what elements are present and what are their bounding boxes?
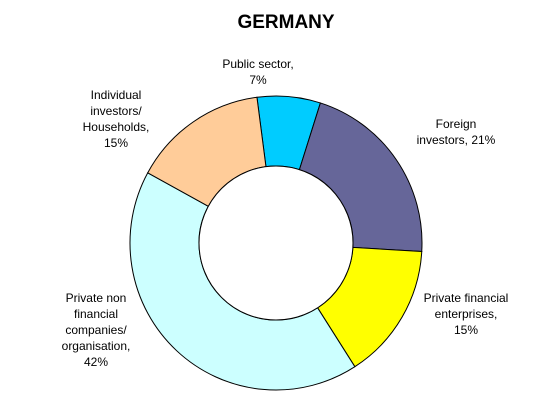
slice-label-4-line-2: Households, bbox=[83, 120, 150, 134]
slice-label-4-line-0: Individual bbox=[91, 88, 142, 102]
slice-label-2-line-0: Private financial bbox=[424, 291, 509, 305]
slice-label-2: Private financial enterprises, 15% bbox=[424, 291, 509, 337]
slice-label-3-line-2: companies/ bbox=[65, 323, 127, 337]
slice-label-1: Foreign investors, 21% bbox=[417, 117, 496, 147]
slice-label-3-line-3: organisation, bbox=[62, 339, 131, 353]
slice-label-0: Public sector, 7% bbox=[222, 57, 293, 87]
slice-labels: Public sector, 7% Foreign investors, 21% Pri… bbox=[62, 57, 509, 369]
slice-label-4-line-3: 15% bbox=[104, 136, 128, 150]
slice-label-0-line-0: Public sector, bbox=[222, 57, 293, 71]
slice-label-3: Private non financial companies/organisati… bbox=[62, 291, 131, 369]
slice-label-2-line-2: 15% bbox=[454, 323, 478, 337]
slice-label-3-line-0: Private non bbox=[66, 291, 127, 305]
slice-label-4-line-1: investors/ bbox=[90, 104, 142, 118]
donut-slices bbox=[129, 95, 423, 391]
donut-hole bbox=[198, 165, 354, 321]
slice-label-4: Individual investors/Households, 15% bbox=[83, 88, 150, 150]
slice-label-1-line-0: Foreign bbox=[436, 117, 477, 131]
slice-label-2-line-1: enterprises, bbox=[435, 307, 498, 321]
slice-label-0-line-1: 7% bbox=[249, 73, 267, 87]
chart-title: GERMANY bbox=[237, 12, 334, 33]
slice-label-3-line-1: financial bbox=[74, 307, 118, 321]
slice-label-1-line-1: investors, 21% bbox=[417, 133, 496, 147]
slice-label-3-line-4: 42% bbox=[84, 355, 108, 369]
